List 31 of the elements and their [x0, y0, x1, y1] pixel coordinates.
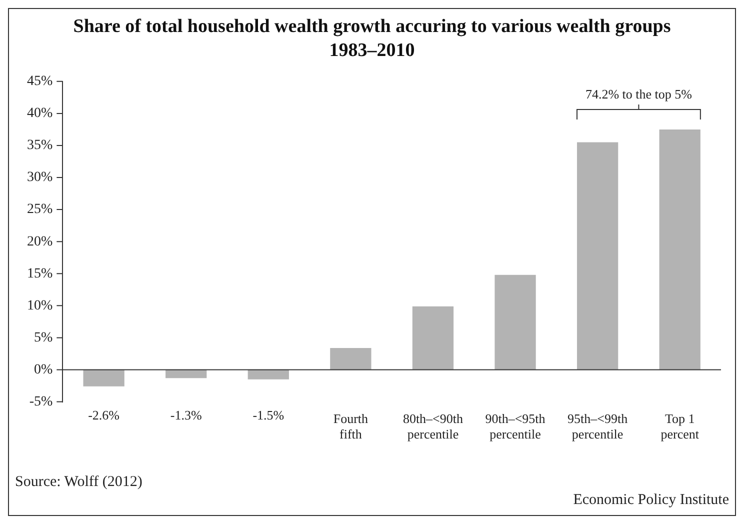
y-tick-label: 20%	[26, 234, 53, 250]
y-tick-label: 15%	[26, 266, 53, 282]
bar	[494, 274, 536, 370]
y-tick-label: -5%	[29, 394, 53, 410]
bar	[412, 306, 454, 370]
y-tick-label: 45%	[26, 74, 53, 90]
data-label: -2.6%	[88, 408, 120, 423]
text: Economic Policy Institute	[573, 492, 729, 509]
data-label: -1.5%	[252, 408, 284, 423]
y-tick-label: 30%	[26, 170, 53, 186]
x-tick-label: Top 1 percent	[660, 411, 700, 442]
bar	[83, 370, 124, 386]
y-tick-label: 0%	[34, 362, 53, 378]
x-tick-label: 90th–<95th percentile	[485, 411, 546, 442]
y-tick-label: 25%	[26, 202, 53, 218]
y-tick-label: 5%	[34, 330, 53, 346]
annotation: 74.2% to the top 5%	[585, 86, 692, 102]
y-tick-label: 40%	[26, 106, 53, 122]
bar	[166, 370, 207, 378]
bar	[659, 129, 700, 370]
bar	[330, 348, 372, 370]
y-tick-label: 35%	[26, 138, 53, 154]
bar	[576, 142, 618, 370]
y-tick-label: 10%	[26, 298, 53, 314]
data-label: -1.3%	[170, 408, 202, 423]
x-tick-label: 95th–<99th percentile	[568, 411, 628, 442]
chart-title: Share of total household wealth growth accuring to various wealth groups 1983–2010	[72, 15, 672, 63]
x-tick-label: 80th–<90th percentile	[402, 411, 464, 442]
bar	[248, 370, 289, 380]
x-tick-label: Fourth fifth	[333, 411, 369, 442]
source-note: Source: Wolff (2012)	[15, 474, 142, 491]
